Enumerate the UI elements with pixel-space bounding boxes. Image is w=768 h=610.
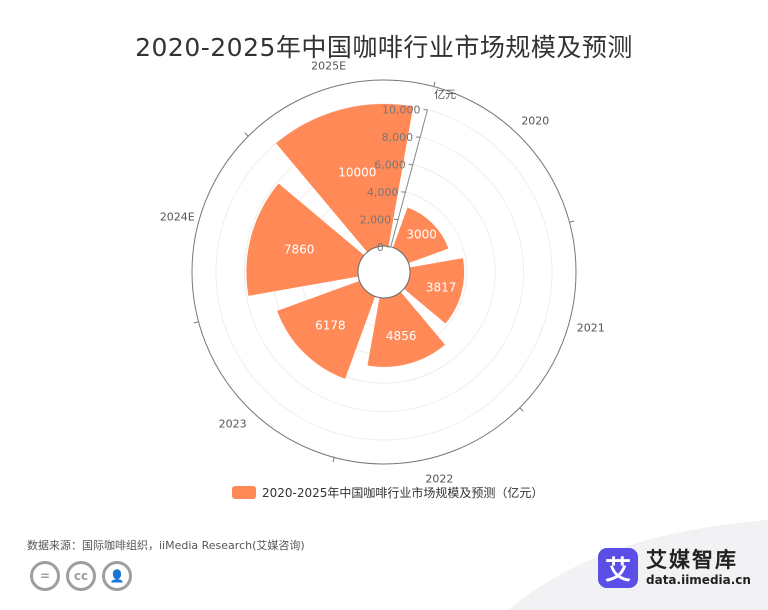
source-note: 数据来源：国际咖啡组织，iiMedia Research(艾媒咨询) [27, 539, 305, 552]
category-label: 2025E [311, 59, 346, 72]
data-label: 4856 [386, 329, 417, 343]
bar-2022 [367, 291, 446, 367]
angle-tick [519, 407, 524, 412]
radial-tick-label: 4,000 [367, 186, 399, 199]
radial-axis-unit: 亿元 [434, 88, 456, 101]
angle-axis-circle [191, 79, 577, 465]
brand-name: 艾媒智库 [646, 548, 738, 572]
legend-swatch [232, 485, 256, 499]
data-label: 3817 [426, 280, 457, 294]
angle-tick [569, 220, 575, 223]
angle-tick [244, 132, 249, 137]
legend[interactable]: 2020-2025年中国咖啡行业市场规模及预测（亿元） [232, 484, 543, 500]
bar-2025E [276, 104, 414, 253]
data-label: 7860 [284, 242, 315, 256]
brand-logo: 艾 [598, 548, 638, 588]
radial-tick-label: 2,000 [360, 213, 392, 226]
category-label: 2022 [425, 473, 453, 486]
angle-tick [433, 81, 436, 87]
category-label: 2020 [521, 115, 549, 128]
legend-label: 2020-2025年中国咖啡行业市场规模及预测（亿元） [262, 485, 544, 500]
person-icon: 👤 [102, 561, 132, 591]
data-label: 6178 [315, 319, 346, 333]
category-label: 2023 [219, 417, 247, 430]
decorative-wave [508, 520, 768, 610]
radial-axis-line [390, 109, 428, 248]
bar-2024E [246, 183, 365, 296]
brand-url: data.iimedia.cn [646, 573, 751, 587]
angle-tick [332, 457, 335, 463]
chart-title: 2020-2025年中国咖啡行业市场规模及预测 [135, 33, 633, 62]
cc-icon: cc [66, 561, 96, 591]
brand[interactable]: 艾 艾媒智库 data.iimedia.cn [598, 548, 751, 588]
category-label: 2021 [577, 321, 605, 334]
radial-tick-label: 10,000 [382, 104, 421, 117]
radial-tick-label: 0 [377, 241, 384, 254]
bar-2020 [392, 207, 449, 264]
radial-tick-label: 6,000 [374, 159, 406, 172]
category-label: 2024E [160, 211, 195, 224]
bar-2023 [277, 280, 376, 379]
license-icons: = cc 👤 [30, 561, 132, 591]
angle-tick [193, 321, 199, 324]
bar-2021 [403, 258, 465, 324]
equal-icon: = [30, 561, 60, 591]
radial-tick-label: 8,000 [382, 131, 414, 144]
data-label: 10000 [338, 166, 376, 180]
data-label: 3000 [406, 227, 437, 241]
center-hole [357, 245, 411, 299]
